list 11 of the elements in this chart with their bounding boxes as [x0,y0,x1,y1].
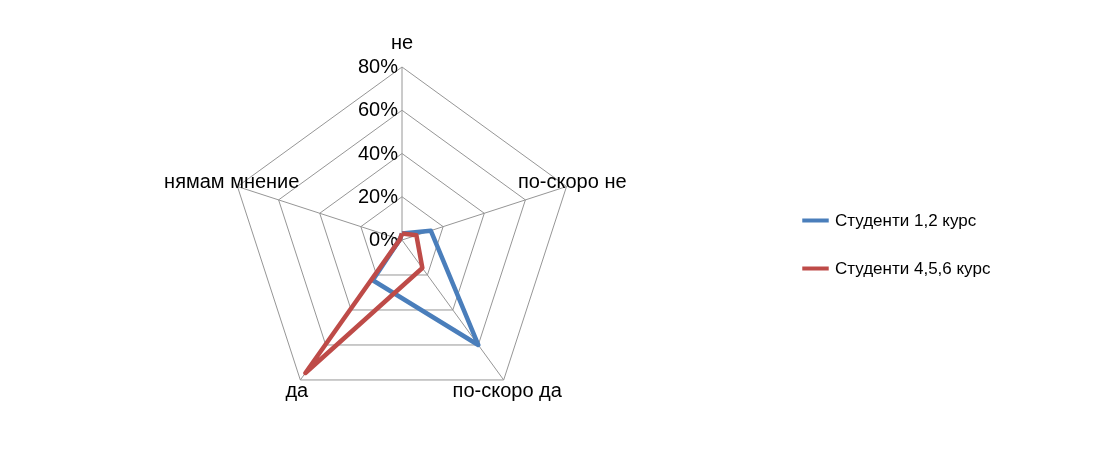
spoke-label: по-скоро не [517,170,627,193]
spoke-label: не [390,31,414,53]
y-tick-label: 20% [357,184,399,207]
y-tick-label: 40% [357,141,399,164]
y-tick-label: 60% [357,98,399,121]
y-tick-label: 80% [357,55,399,77]
legend-label: Студенти 1,2 курс [835,210,977,230]
spoke-label: да [285,379,310,402]
spoke-label: по-скоро да [452,379,563,402]
legend-label: Студенти 4,5,6 курс [835,258,991,278]
spoke-label: нямам мнение [164,170,300,193]
